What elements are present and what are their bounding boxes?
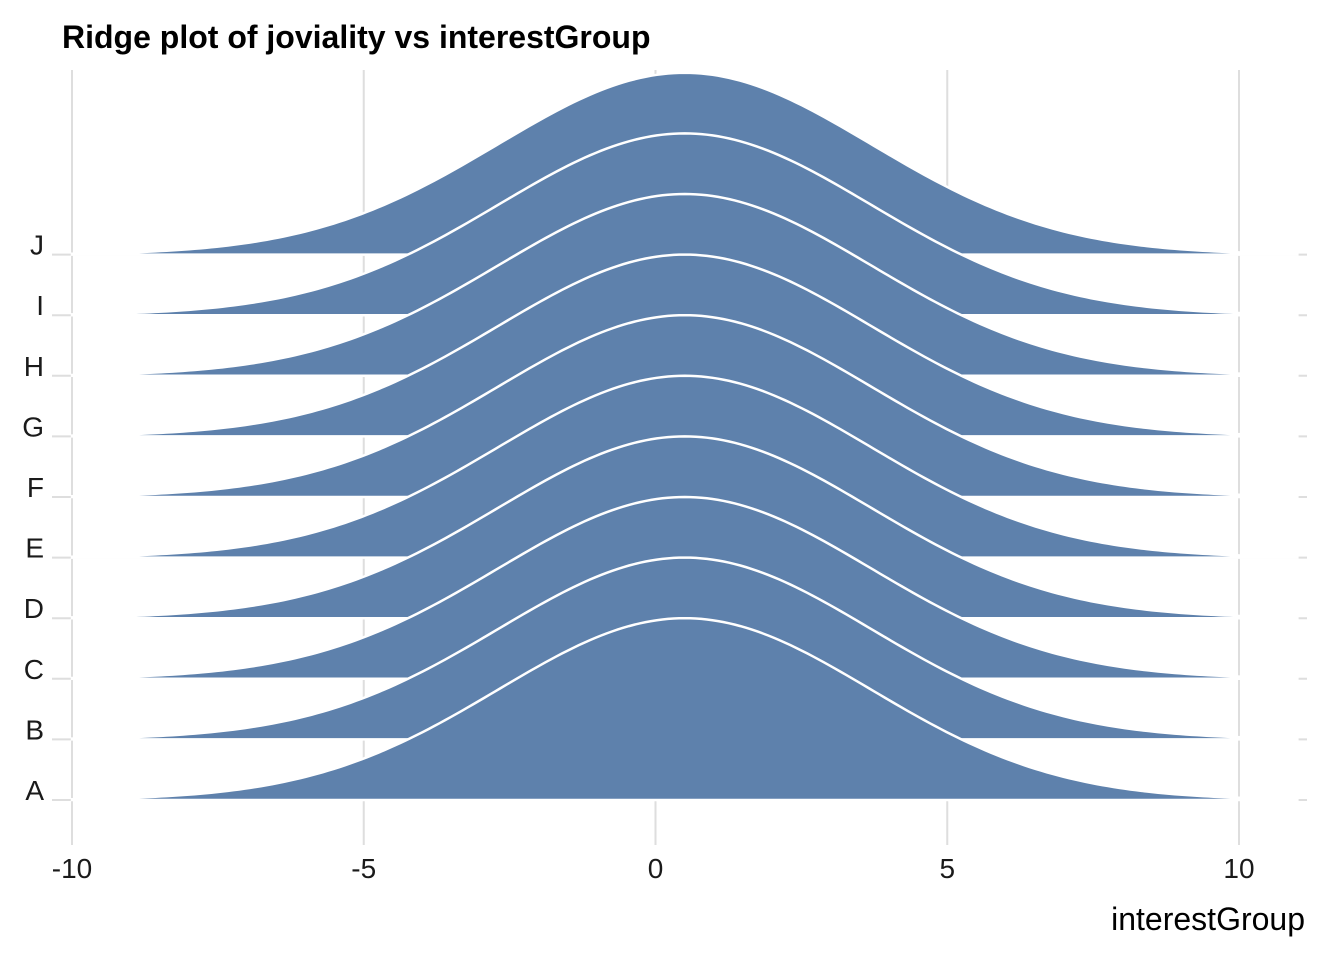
ridges [70,71,1299,802]
y-tick-label-B: B [25,714,44,745]
y-tick-label-D: D [24,593,44,624]
x-axis-title: interestGroup [1111,901,1305,937]
y-tick-label-A: A [25,775,44,806]
y-tick-label-J: J [30,230,44,261]
y-tick-label-F: F [27,472,44,503]
x-tick-label-0: 0 [648,853,664,884]
x-tick-labels: -10 -5 0 5 10 [52,853,1255,884]
y-tick-label-G: G [22,411,44,442]
ridge-A [70,616,1299,802]
x-tick-label--5: -5 [351,853,376,884]
x-tick-label--10: -10 [52,853,92,884]
chart-title: Ridge plot of joviality vs interestGroup [62,19,651,55]
y-tick-label-C: C [24,654,44,685]
y-tick-label-H: H [24,351,44,382]
y-tick-label-E: E [25,533,44,564]
x-tick-label-5: 5 [939,853,955,884]
x-tick-label-10: 10 [1223,853,1254,884]
y-tick-label-I: I [36,290,44,321]
